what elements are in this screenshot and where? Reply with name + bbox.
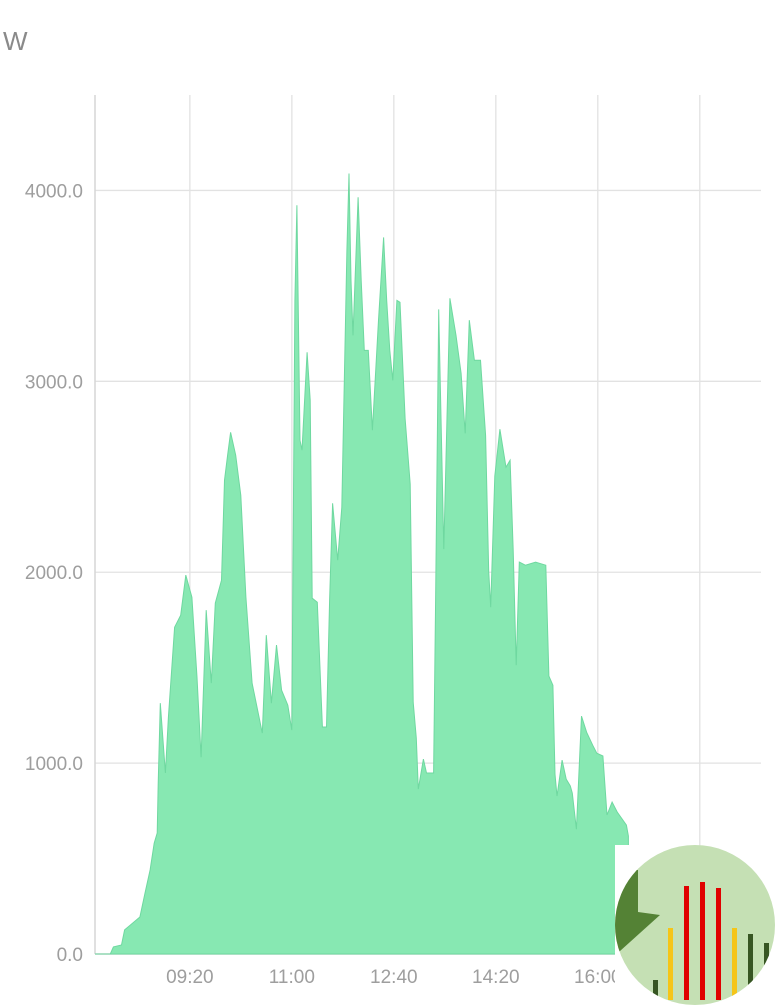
y-tick-label: 3000.0 bbox=[25, 372, 83, 393]
x-axis-ticks: 09:20 11:00 12:40 14:20 16:00 bbox=[166, 967, 622, 988]
y-tick-label: 2000.0 bbox=[25, 563, 83, 584]
pie-wedge-icon bbox=[615, 870, 660, 960]
bar-icon bbox=[684, 886, 689, 1000]
bar-icon bbox=[748, 934, 753, 1000]
y-axis-unit: W bbox=[3, 26, 28, 56]
x-tick-label: 14:20 bbox=[472, 967, 520, 988]
x-tick-label: 16:00 bbox=[574, 967, 622, 988]
bar-icon bbox=[764, 943, 769, 1000]
bar-icon bbox=[716, 888, 721, 1000]
y-axis-ticks: 0.0 1000.0 2000.0 3000.0 4000.0 bbox=[25, 181, 83, 966]
bar-icon bbox=[732, 928, 737, 1000]
x-tick-label: 09:20 bbox=[166, 967, 214, 988]
y-tick-label: 0.0 bbox=[57, 945, 83, 966]
x-tick-label: 12:40 bbox=[370, 967, 418, 988]
bar-icon bbox=[700, 882, 705, 1000]
area-fill bbox=[95, 173, 629, 955]
bar-icon bbox=[668, 928, 673, 1000]
area-series bbox=[94, 173, 629, 955]
x-tick-label: 11:00 bbox=[269, 967, 315, 988]
y-tick-label: 4000.0 bbox=[25, 181, 83, 202]
app-icon[interactable] bbox=[610, 840, 775, 1005]
bar-icon bbox=[653, 980, 658, 1000]
app-icon-image bbox=[615, 845, 775, 1005]
y-tick-label: 1000.0 bbox=[25, 754, 83, 775]
